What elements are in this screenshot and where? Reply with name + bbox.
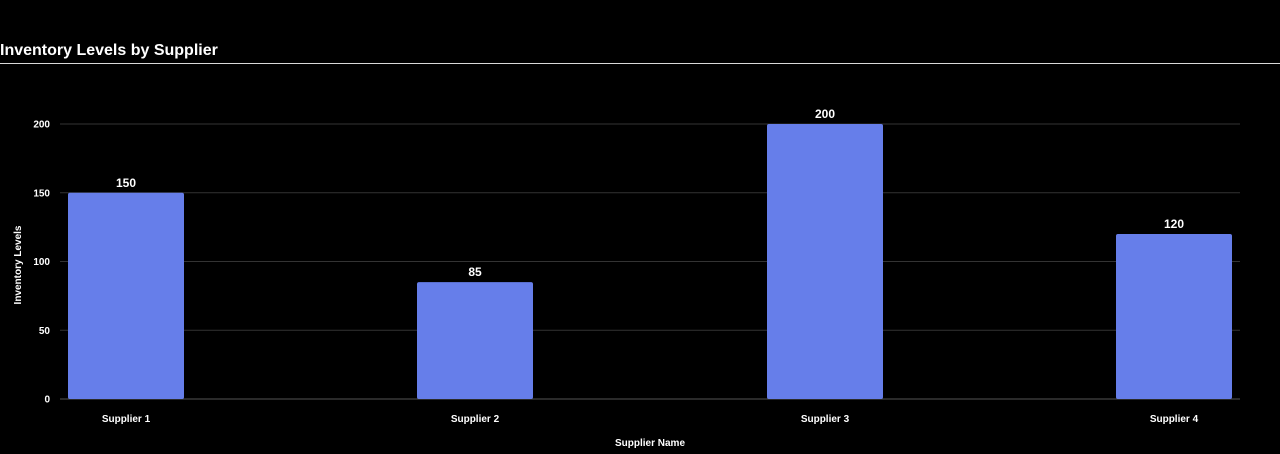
- data-label: 200: [815, 107, 835, 121]
- x-tick-label: Supplier 1: [102, 414, 151, 425]
- bar[interactable]: [1116, 234, 1232, 399]
- bar[interactable]: [417, 282, 533, 399]
- data-labels: 150 85 200 120: [116, 107, 1184, 279]
- x-tick-label: Supplier 3: [801, 414, 850, 425]
- y-axis-title: Inventory Levels: [13, 225, 24, 304]
- y-tick-label: 0: [44, 395, 50, 406]
- y-axis-ticks: 0 50 100 150 200: [33, 120, 50, 406]
- data-label: 85: [468, 265, 482, 279]
- chart-title: Inventory Levels by Supplier: [0, 42, 218, 59]
- title-divider: [0, 63, 1280, 64]
- data-label: 150: [116, 176, 136, 190]
- y-tick-label: 100: [33, 257, 50, 268]
- y-tick-label: 200: [33, 120, 50, 131]
- bar[interactable]: [767, 124, 883, 399]
- x-tick-label: Supplier 2: [451, 414, 500, 425]
- bar[interactable]: [68, 192, 184, 399]
- y-tick-label: 150: [33, 188, 50, 199]
- data-label: 120: [1164, 217, 1184, 231]
- bars: [68, 124, 1232, 399]
- x-axis-title: Supplier Name: [615, 438, 685, 449]
- x-tick-label: Supplier 4: [1150, 414, 1199, 425]
- grid-lines: [60, 123, 1240, 400]
- x-axis-ticks: Supplier 1 Supplier 2 Supplier 3 Supplier 4: [102, 414, 1199, 425]
- y-tick-label: 50: [39, 326, 51, 337]
